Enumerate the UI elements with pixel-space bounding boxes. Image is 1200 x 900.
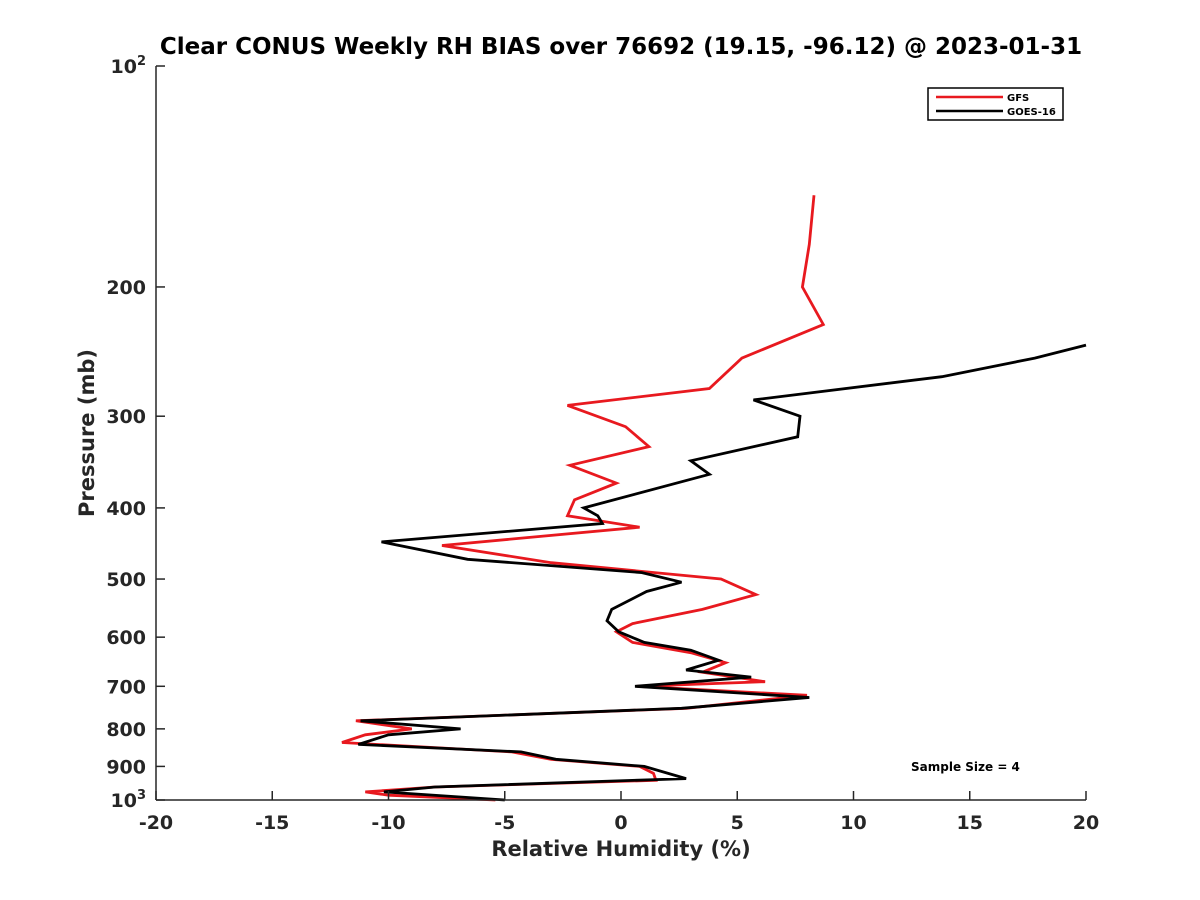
plot-area: -20 -15 -10 -5 0 5 10 15 20 102 200 300 400 500 600 700… xyxy=(106,54,1099,834)
x-tick-label: -10 xyxy=(371,812,405,834)
x-tick-label: -5 xyxy=(494,812,515,834)
x-tick-label: 0 xyxy=(614,812,627,834)
y-tick-label: 700 xyxy=(106,676,146,698)
series-line-goes-16 xyxy=(357,343,1087,802)
x-tick-label: 15 xyxy=(957,812,983,834)
y-tick-label: 500 xyxy=(106,569,146,591)
legend-box xyxy=(927,87,1064,121)
x-tick-label: -15 xyxy=(255,812,289,834)
x-axis-label: Relative Humidity (%) xyxy=(491,837,750,861)
y-tick-label: 800 xyxy=(106,719,146,741)
y-tick-label: 400 xyxy=(106,498,146,520)
y-axis-label: Pressure (mb) xyxy=(75,349,99,517)
chart-title: Clear CONUS Weekly RH BIAS over 76692 (1… xyxy=(160,34,1082,60)
legend-gfs-label: GFS xyxy=(1007,93,1029,104)
x-tick-label: 10 xyxy=(840,812,866,834)
legend-goes16-label: GOES-16 xyxy=(1007,107,1056,118)
legend: GFS GOES-16 xyxy=(927,87,1064,121)
y-tick-label: 900 xyxy=(106,756,146,778)
y-tick-label: 200 xyxy=(106,277,146,299)
sample-size-annotation: Sample Size = 4 xyxy=(911,760,1020,774)
y-tick-label: 102 xyxy=(111,54,147,78)
x-tick-label: 20 xyxy=(1073,812,1099,834)
x-tick-label: -20 xyxy=(139,812,173,834)
y-tick-label: 103 xyxy=(111,788,147,812)
series-line-gfs xyxy=(341,195,826,802)
y-tick-label: 600 xyxy=(106,627,146,649)
x-tick-label: 5 xyxy=(731,812,744,834)
y-tick-label: 300 xyxy=(106,406,146,428)
